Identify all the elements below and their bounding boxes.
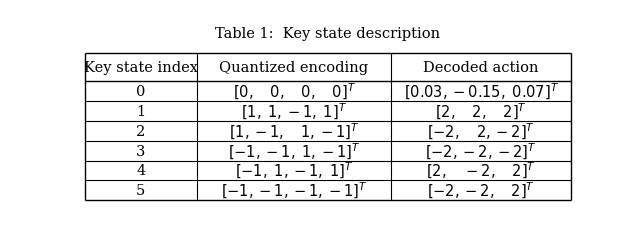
Text: 1: 1 (136, 105, 145, 119)
Text: Quantized encoding: Quantized encoding (220, 61, 369, 75)
Text: 4: 4 (136, 164, 145, 178)
Text: 0: 0 (136, 85, 145, 99)
Text: $[-1, -1, -1, -1]^T$: $[-1, -1, -1, -1]^T$ (221, 180, 367, 201)
Text: $[1,\; 1, -1,\; 1]^T$: $[1,\; 1, -1,\; 1]^T$ (241, 102, 347, 122)
Text: Key state index: Key state index (84, 61, 198, 75)
Text: $[2,\quad -2,\quad 2]^T$: $[2,\quad -2,\quad 2]^T$ (426, 161, 536, 181)
Text: $[1, -1,\quad 1, -1]^T$: $[1, -1,\quad 1, -1]^T$ (228, 121, 359, 141)
Text: $[-2, -2, -2]^T$: $[-2, -2, -2]^T$ (426, 141, 537, 161)
Text: $[-2,\quad 2, -2]^T$: $[-2,\quad 2, -2]^T$ (427, 121, 535, 141)
Text: Decoded action: Decoded action (424, 61, 539, 75)
Text: $[-2, -2,\quad 2]^T$: $[-2, -2,\quad 2]^T$ (427, 180, 535, 201)
Text: $[2,\quad 2,\quad 2]^T$: $[2,\quad 2,\quad 2]^T$ (435, 102, 527, 122)
Text: 2: 2 (136, 124, 145, 138)
Text: $[-1,\; 1, -1,\; 1]^T$: $[-1,\; 1, -1,\; 1]^T$ (235, 161, 353, 181)
Text: Table 1:  Key state description: Table 1: Key state description (216, 27, 440, 41)
Text: $[0.03, -0.15,\; 0.07]^T$: $[0.03, -0.15,\; 0.07]^T$ (404, 82, 559, 102)
Text: 5: 5 (136, 183, 145, 197)
Text: $[0,\quad 0,\quad 0,\quad 0]^T$: $[0,\quad 0,\quad 0,\quad 0]^T$ (232, 82, 355, 102)
Text: $[-1, -1,\; 1, -1]^T$: $[-1, -1,\; 1, -1]^T$ (228, 141, 360, 161)
Text: 3: 3 (136, 144, 145, 158)
